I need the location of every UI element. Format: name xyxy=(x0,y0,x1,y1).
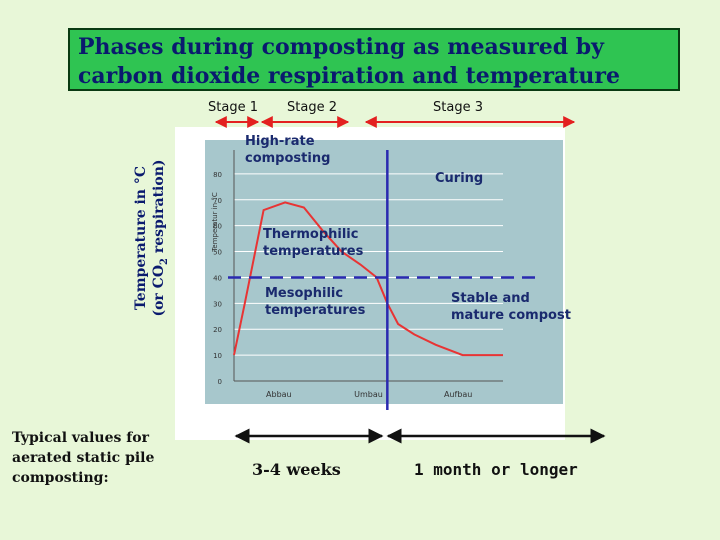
y-tick-label: 30 xyxy=(213,300,222,308)
stage-3-panel xyxy=(503,140,563,404)
stage-1-label: Stage 1 xyxy=(208,100,258,115)
temperature-curve xyxy=(233,201,503,357)
duration-stage-1-2: 3-4 weeks xyxy=(252,460,341,479)
y-tick-label: 50 xyxy=(213,249,222,257)
duration-stage-3: 1 month or longer xyxy=(414,460,578,479)
y-tick-label: 60 xyxy=(213,223,222,231)
annotation-curing: Curing xyxy=(435,171,484,186)
x-tick-label: Umbau xyxy=(354,390,383,399)
plot-panel xyxy=(205,140,503,404)
stage-3-label: Stage 3 xyxy=(433,100,483,115)
title-banner: Phases during composting as measured by … xyxy=(68,28,680,91)
y-tick-label: 10 xyxy=(213,352,222,360)
stage-2-label: Stage 2 xyxy=(287,100,337,115)
page-title: Phases during composting as measured by … xyxy=(78,34,620,89)
x-tick-label: Aufbau xyxy=(444,390,472,399)
x-tick-label: Abbau xyxy=(266,390,292,399)
y-tick-label: 0 xyxy=(218,378,222,386)
y-tick-label: 70 xyxy=(213,197,222,205)
y-tick-label: 80 xyxy=(213,171,222,179)
inner-axis-label: Temperatur in °C xyxy=(211,192,219,253)
annotation-stable: Stable and mature compost xyxy=(451,291,571,323)
annotation-thermophilic: Thermophilic temperatures xyxy=(263,227,364,259)
annotation-high-rate: High-rate composting xyxy=(245,134,331,166)
y-tick-label: 20 xyxy=(213,326,222,334)
y-tick-label: 40 xyxy=(213,274,222,282)
footnote: Typical values for aerated static pile c… xyxy=(12,430,155,486)
annotation-mesophilic: Mesophilic temperatures xyxy=(265,286,366,318)
